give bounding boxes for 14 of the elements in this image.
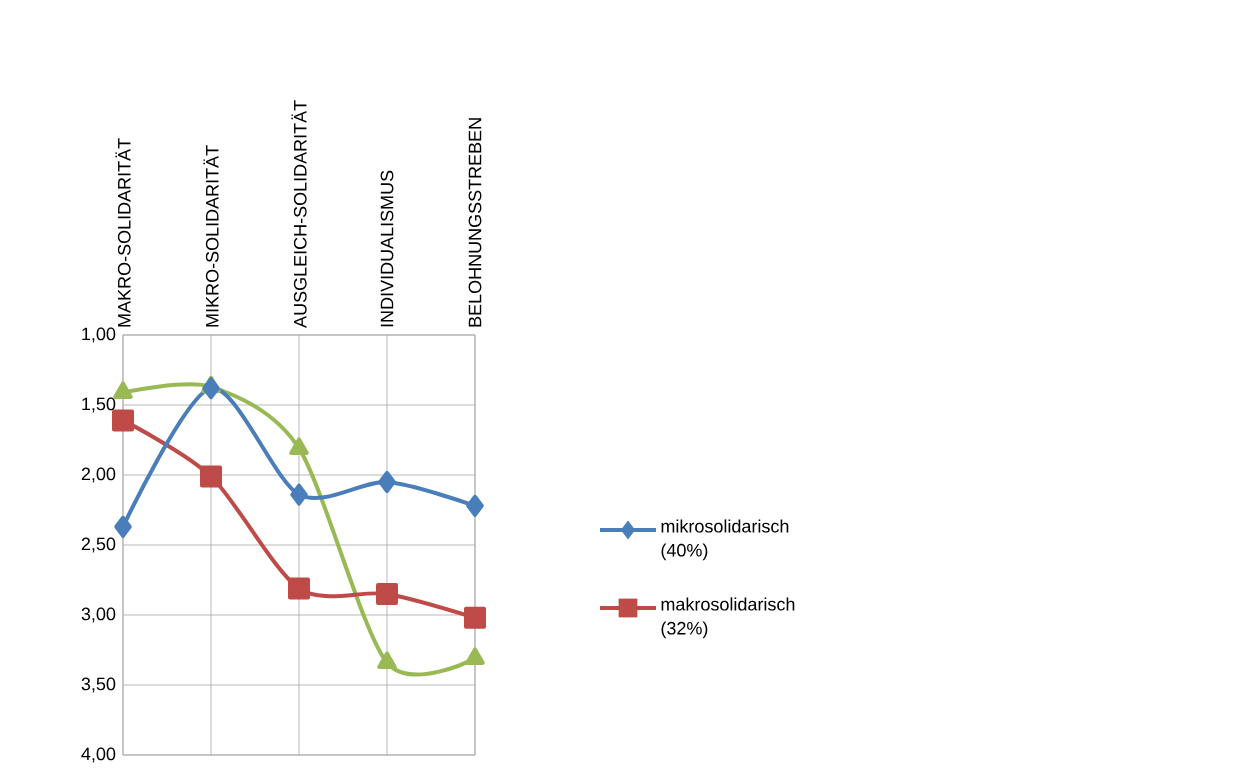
y-tick-label: 3,00 xyxy=(81,607,116,623)
y-tick-label: 2,50 xyxy=(81,537,116,553)
legend-label: mikrosolidarisch (40%) xyxy=(661,519,789,561)
y-tick-label: 1,00 xyxy=(82,327,116,343)
x-tick-label: MIKRO-SOLIDARITÄT xyxy=(203,145,219,327)
x-tick-label: BELOHNUNGSSTREBEN xyxy=(468,118,482,327)
x-tick-label: INDIVIDUALISMUS xyxy=(380,170,394,327)
x-tick-label: AUSGLEICH-SOLIDARITÄT xyxy=(291,100,307,328)
y-tick-label: 3,50 xyxy=(81,677,116,693)
y-tick-label: 1,50 xyxy=(82,397,116,413)
y-tick-label: 2,00 xyxy=(81,467,116,483)
y-tick-label: 4,00 xyxy=(81,747,116,763)
legend-label: makrosolidarisch (32%) xyxy=(661,597,795,639)
x-tick-label: MAKRO-SOLIDARITÄT xyxy=(115,138,131,327)
